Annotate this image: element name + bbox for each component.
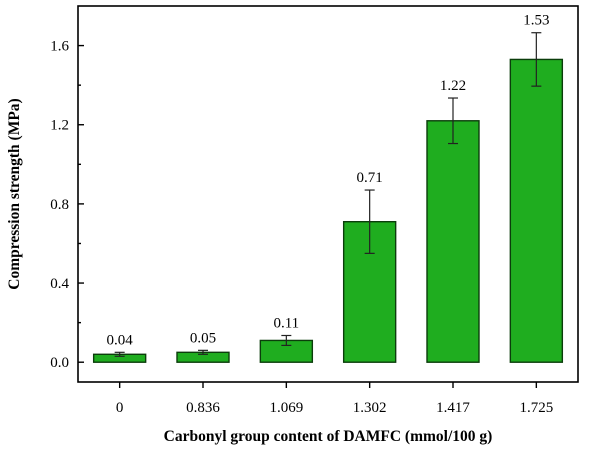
x-tick-label: 1.302	[353, 400, 387, 416]
bars	[92, 58, 564, 363]
y-tick-label: 1.2	[50, 118, 69, 134]
bar	[509, 58, 564, 363]
y-tick-label: 0.8	[50, 197, 69, 213]
y-tick-label: 0.4	[50, 276, 69, 292]
y-tick-label: 1.6	[50, 39, 69, 55]
bar	[426, 120, 480, 363]
data-label: 0.05	[190, 330, 216, 346]
x-axis-ticks: 0 0.836 1.069 1.302 1.417 1.725	[116, 382, 553, 416]
x-axis-title: Carbonyl group content of DAMFC (mmol/10…	[164, 428, 493, 445]
y-tick-label: 0.0	[50, 355, 69, 371]
x-tick-label: 0.836	[186, 400, 220, 416]
plot-frame	[77, 5, 579, 383]
data-label: 1.53	[523, 13, 549, 29]
data-label: 0.04	[107, 332, 134, 348]
y-axis-ticks: 0.0 0.4 0.8 1.2 1.6	[50, 39, 84, 371]
error-bars	[114, 32, 542, 357]
value-labels: 0.04 0.05 0.11 0.71 1.22 1.53	[107, 13, 550, 349]
x-tick-label: 1.725	[519, 400, 553, 416]
x-tick-label: 0	[116, 400, 124, 416]
x-tick-label: 1.417	[436, 400, 470, 416]
data-label: 0.11	[273, 315, 299, 331]
data-label: 1.22	[440, 78, 466, 94]
y-axis-title: Compression strength (MPa)	[6, 98, 23, 289]
x-tick-label: 1.069	[269, 400, 303, 416]
data-label: 0.71	[357, 170, 383, 186]
